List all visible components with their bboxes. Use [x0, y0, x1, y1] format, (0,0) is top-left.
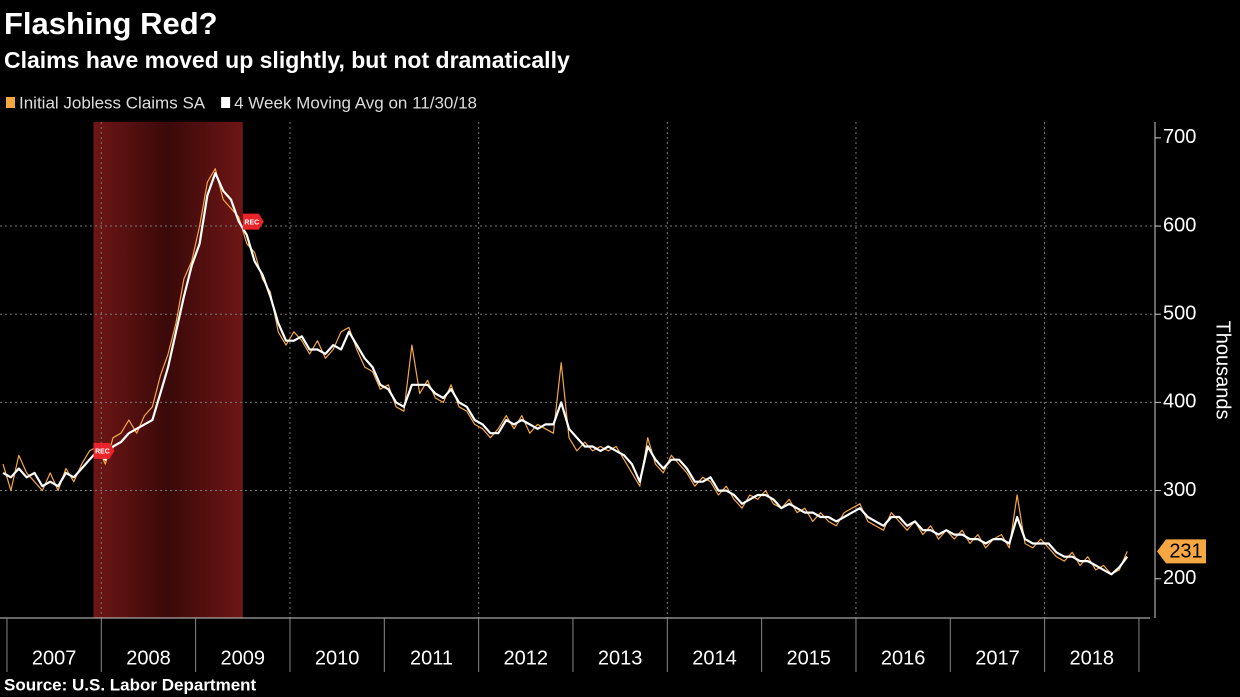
source: Source: U.S. Labor Department: [4, 675, 257, 694]
recession-tag: [93, 442, 115, 459]
x-tick-label: 2017: [975, 647, 1020, 669]
last-value-label: 231: [1169, 541, 1202, 563]
x-tick-label: 2018: [1070, 647, 1115, 669]
x-tick-label: 2014: [692, 647, 737, 669]
y-tick-label: 700: [1163, 126, 1196, 148]
legend-swatch: [221, 97, 231, 108]
recession-tag: [242, 213, 264, 230]
y-tick-label: 400: [1163, 391, 1196, 413]
x-tick-label: 2008: [126, 647, 171, 669]
x-tick-label: 2012: [504, 647, 549, 669]
x-tick-label: 2009: [221, 647, 266, 669]
y-tick-label: 200: [1163, 567, 1196, 589]
x-tick-label: 2007: [32, 647, 77, 669]
recession-label: REC: [244, 219, 259, 226]
y-axis-label: Thousands: [1212, 321, 1234, 420]
series-line: [2, 172, 1129, 576]
x-tick-label: 2010: [315, 647, 360, 669]
chart-subtitle: Claims have moved up slightly, but not d…: [4, 47, 570, 73]
last-value-tag: [1157, 539, 1206, 564]
x-tick-label: 2015: [787, 647, 832, 669]
y-tick-label: 600: [1163, 214, 1196, 236]
series-line: [2, 168, 1128, 575]
recession-marker: REC: [93, 442, 115, 459]
legend-label: 4 Week Moving Avg on 11/30/18: [234, 93, 477, 112]
chart-title: Flashing Red?: [4, 6, 218, 41]
y-tick-label: 500: [1163, 302, 1196, 324]
y-tick-label: 300: [1163, 479, 1196, 501]
recession-label: REC: [95, 449, 110, 456]
legend-label: Initial Jobless Claims SA: [19, 93, 206, 112]
recession-marker: REC: [242, 213, 264, 230]
x-tick-label: 2013: [598, 647, 643, 669]
x-tick-label: 2016: [881, 647, 926, 669]
x-tick-label: 2011: [410, 647, 453, 669]
legend-swatch: [6, 97, 15, 108]
